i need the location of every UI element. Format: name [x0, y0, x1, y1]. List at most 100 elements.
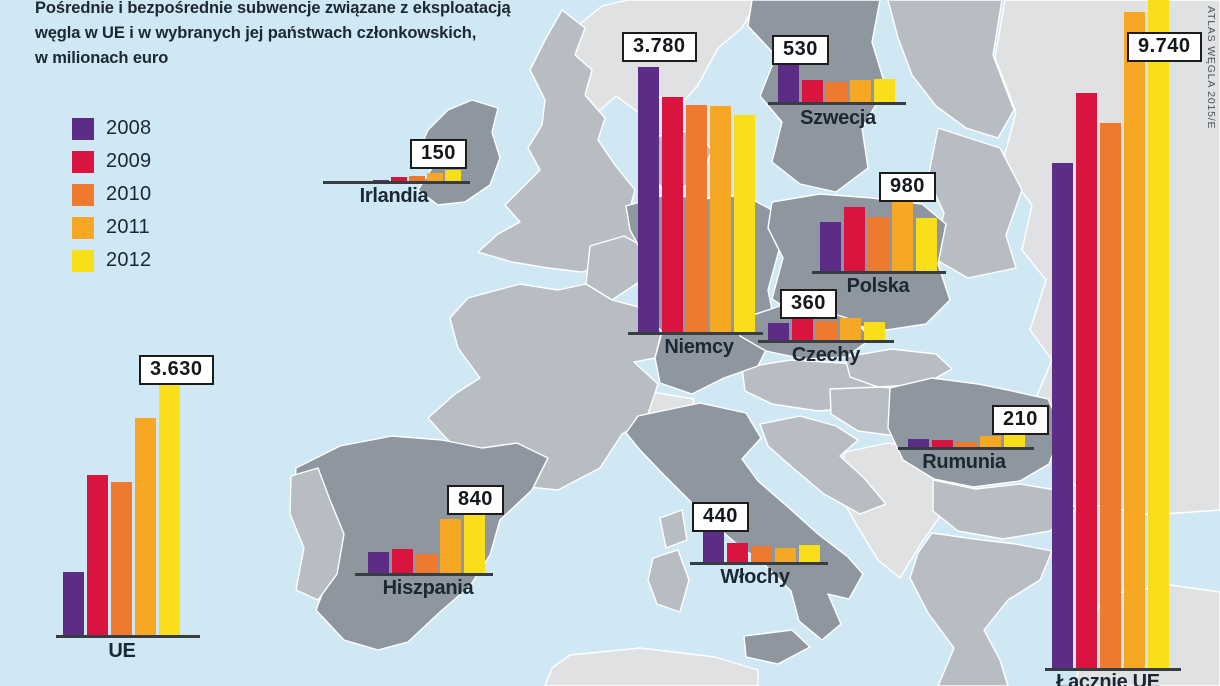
map-country	[887, 0, 1015, 139]
legend-year-label: 2009	[106, 150, 152, 172]
legend-year-label: 2008	[106, 117, 152, 139]
legend-swatch-2011	[72, 216, 94, 239]
map-country-highlighted	[743, 629, 811, 665]
value-label-lacznie_ue: 9.740	[1127, 32, 1202, 62]
chart-baseline	[1045, 668, 1181, 671]
bar-irlandia-2012	[445, 170, 461, 181]
map-country	[927, 127, 1023, 279]
bar-ue-2011	[135, 418, 156, 635]
map-country	[544, 647, 759, 686]
legend-swatch-2008	[72, 117, 94, 140]
bar-hiszpania-2008	[368, 552, 389, 573]
country-label-irlandia: Irlandia	[359, 185, 429, 207]
country-label-wlochy: Włochy	[720, 566, 790, 588]
bar-polska-2012	[916, 218, 937, 271]
map-country	[427, 283, 663, 491]
infographic-title: Pośrednie i bezpośrednie subwencje związ…	[35, 0, 511, 67]
bar-lacznie_ue-2011	[1124, 12, 1145, 668]
bar-ue-2009	[87, 475, 108, 635]
bar-wlochy-2010	[751, 546, 772, 562]
country-label-polska: Polska	[846, 275, 910, 297]
bar-irlandia-2010	[409, 176, 425, 181]
bar-niemcy-2010	[686, 105, 707, 332]
bar-polska-2011	[892, 202, 913, 271]
value-label-irlandia: 150	[410, 139, 467, 169]
country-label-niemcy: Niemcy	[664, 336, 734, 358]
bar-lacznie_ue-2012	[1148, 0, 1169, 668]
bar-hiszpania-2012	[464, 514, 485, 573]
chart-baseline	[355, 573, 493, 576]
bar-szwecja-2008	[778, 65, 799, 102]
bar-czechy-2012	[864, 322, 885, 340]
value-label-czechy: 360	[780, 289, 837, 319]
source-credit: ATLAS WĘGLA 2015/E	[1205, 6, 1217, 130]
country-label-czechy: Czechy	[791, 344, 861, 366]
bar-rumunia-2010	[956, 442, 977, 447]
legend-row: 2011	[72, 211, 151, 244]
value-label-szwecja: 530	[772, 35, 829, 65]
value-label-rumunia: 210	[992, 405, 1049, 435]
chart-baseline	[898, 447, 1034, 450]
bar-wlochy-2008	[703, 531, 724, 562]
legend-year-label: 2011	[106, 216, 150, 238]
bar-rumunia-2009	[932, 440, 953, 447]
bar-czechy-2011	[840, 318, 861, 340]
map-country	[844, 348, 953, 388]
bar-wlochy-2009	[727, 543, 748, 562]
bar-ue-2008	[63, 572, 84, 635]
bar-irlandia-2011	[427, 173, 443, 181]
chart-baseline	[758, 340, 894, 343]
value-label-ue: 3.630	[139, 355, 214, 385]
bar-szwecja-2011	[850, 80, 871, 102]
chart-baseline	[628, 332, 763, 335]
chart-baseline	[768, 102, 906, 105]
bar-lacznie_ue-2008	[1052, 163, 1073, 668]
bar-szwecja-2012	[874, 79, 895, 102]
chart-baseline	[323, 181, 470, 184]
value-label-polska: 980	[879, 172, 936, 202]
country-label-szwecja: Szwecja	[800, 107, 876, 129]
legend-year-label: 2012	[106, 249, 152, 271]
year-legend: 2008 2009 2010 2011 2012	[72, 112, 151, 277]
bar-polska-2009	[844, 207, 865, 271]
bar-niemcy-2012	[734, 115, 755, 332]
bar-rumunia-2012	[1004, 432, 1025, 447]
bar-rumunia-2011	[980, 436, 1001, 447]
bar-polska-2010	[868, 217, 889, 271]
map-country	[289, 467, 345, 601]
legend-swatch-2012	[72, 249, 94, 272]
bar-hiszpania-2011	[440, 519, 461, 573]
bar-szwecja-2009	[802, 80, 823, 102]
bar-czechy-2009	[792, 315, 813, 340]
chart-baseline	[690, 562, 828, 565]
value-label-wlochy: 440	[692, 502, 749, 532]
bar-irlandia-2009	[391, 177, 407, 181]
legend-row: 2009	[72, 145, 151, 178]
legend-year-label: 2010	[106, 183, 152, 205]
legend-swatch-2010	[72, 183, 94, 206]
map-country	[647, 549, 690, 613]
bar-wlochy-2011	[775, 548, 796, 562]
bar-hiszpania-2009	[392, 549, 413, 573]
map-country	[909, 532, 1053, 686]
country-label-rumunia: Rumunia	[922, 451, 1006, 473]
bar-wlochy-2012	[799, 545, 820, 562]
bar-lacznie_ue-2010	[1100, 123, 1121, 668]
bar-polska-2008	[820, 222, 841, 271]
map-country	[759, 415, 887, 515]
legend-row: 2010	[72, 178, 151, 211]
bar-niemcy-2009	[662, 97, 683, 332]
bar-czechy-2008	[768, 323, 789, 340]
chart-baseline	[812, 271, 946, 274]
country-label-lacznie_ue: Łącznie UE	[1056, 671, 1160, 686]
legend-row: 2012	[72, 244, 151, 277]
value-label-hiszpania: 840	[447, 485, 504, 515]
bar-ue-2010	[111, 482, 132, 635]
country-label-ue: UE	[108, 640, 136, 662]
bar-szwecja-2010	[826, 82, 847, 102]
bar-lacznie_ue-2009	[1076, 93, 1097, 668]
bar-irlandia-2008	[373, 180, 389, 181]
bar-rumunia-2008	[908, 439, 929, 447]
